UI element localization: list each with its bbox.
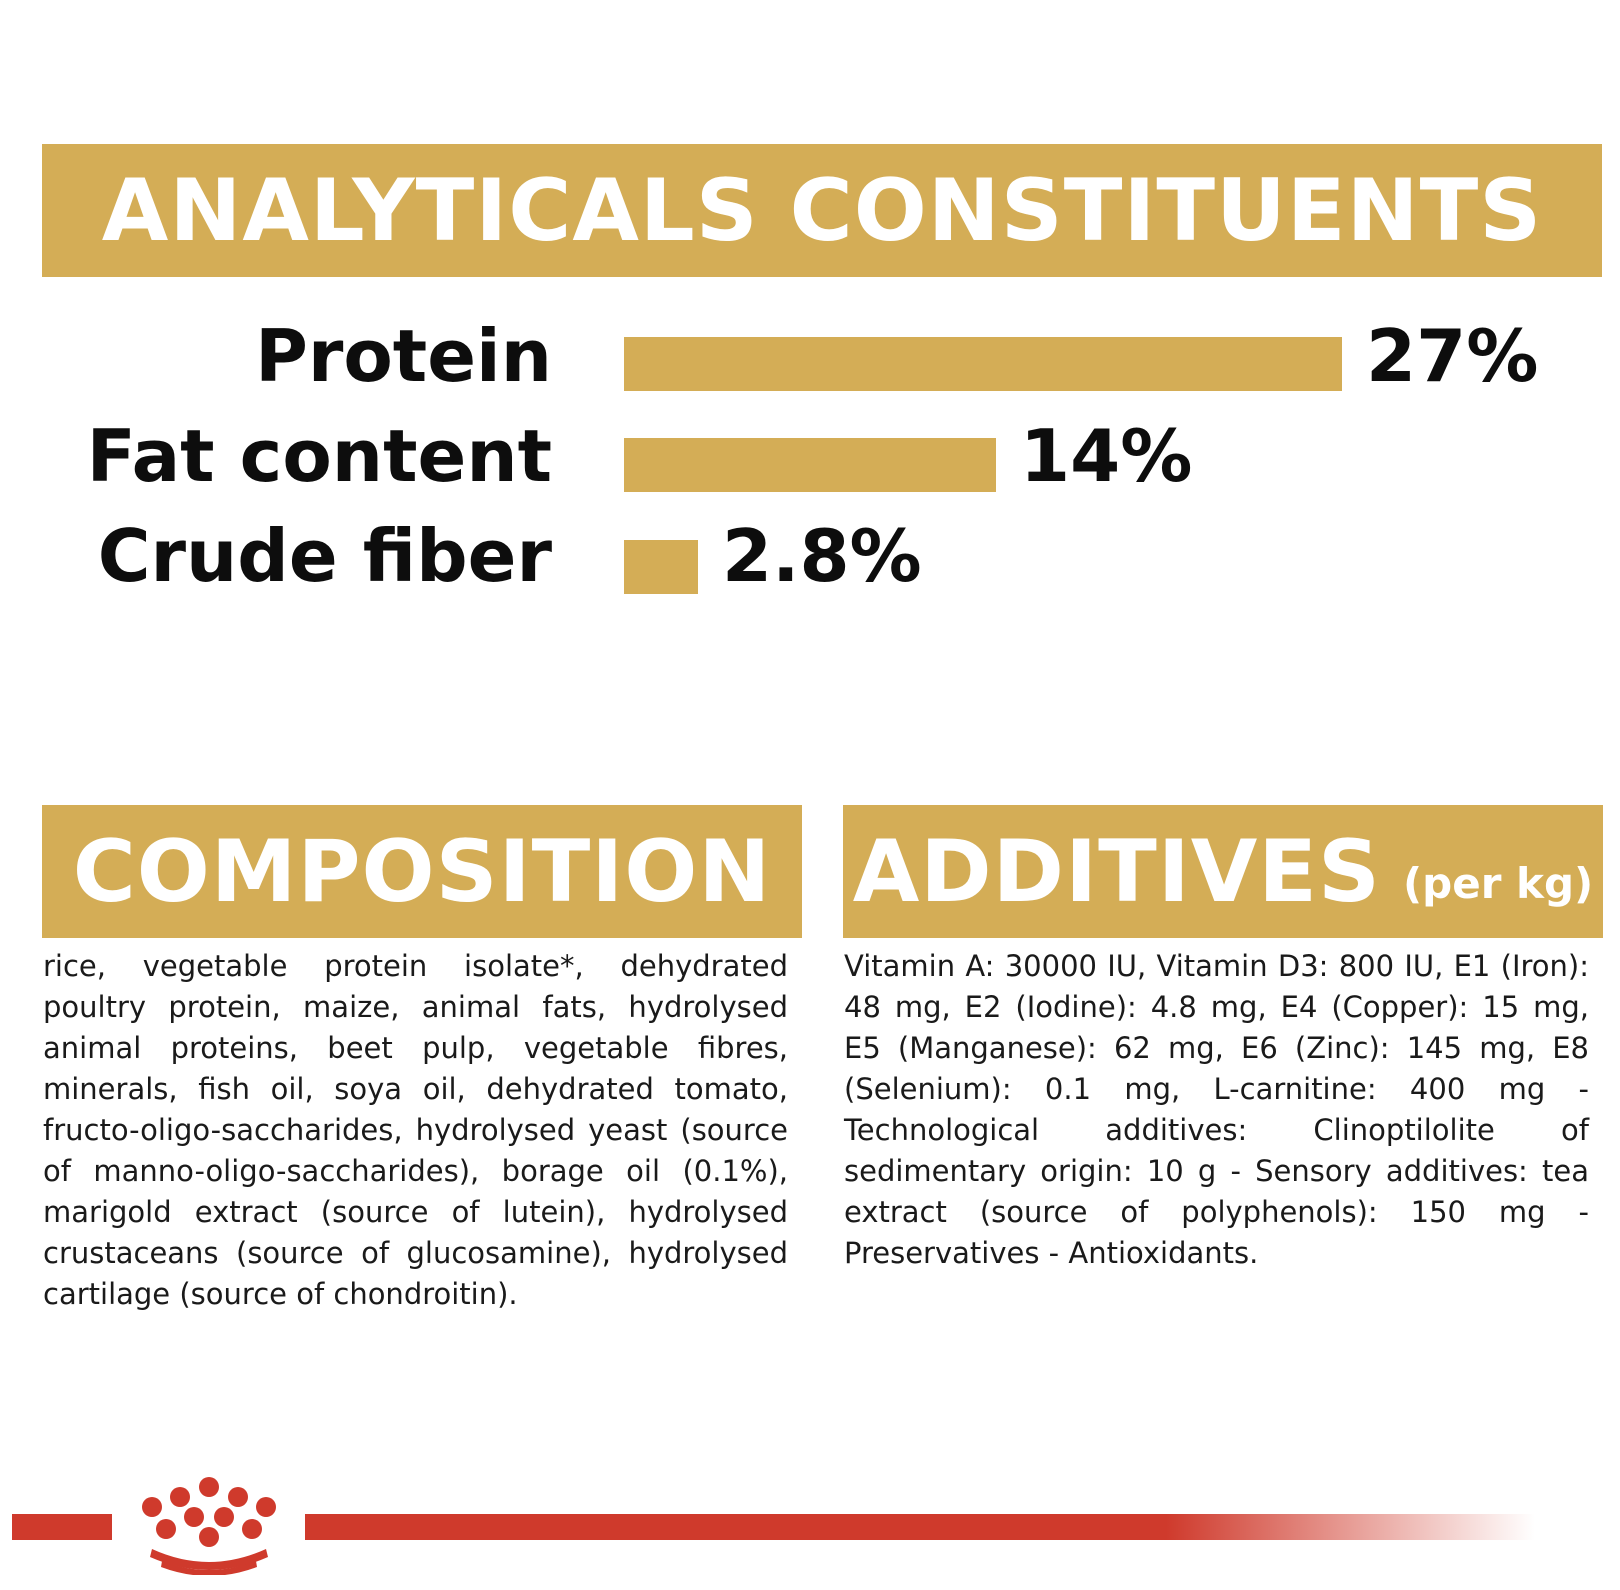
protein-label: Protein [255,314,552,398]
protein-bar [624,337,1342,391]
footer-red-line-left [12,1514,112,1540]
crude-fiber-value: 2.8% [722,514,922,598]
composition-title: COMPOSITION [72,821,772,922]
crude-fiber-label: Crude fiber [97,514,552,598]
crude-fiber-bar [624,540,698,594]
fat-content-bar [624,438,996,492]
fat-content-value: 14% [1020,414,1193,498]
footer-red-line-right [305,1514,1535,1540]
additives-banner: ADDITIVES (per kg) [843,805,1603,938]
analytics-banner: ANALYTICALS CONSTITUENTS [42,144,1602,277]
additives-title: ADDITIVES [852,821,1381,922]
royal-canin-crown-icon [142,1477,276,1575]
composition-text: rice, vegetable protein isolate*, dehydr… [43,949,788,1311]
analytics-title: ANALYTICALS CONSTITUENTS [101,160,1543,261]
composition-banner: COMPOSITION [42,805,802,938]
additives-text: Vitamin A: 30000 IU, Vitamin D3: 800 IU,… [844,949,1589,1270]
additives-subtitle: (per kg) [1402,859,1594,908]
fat-content-label: Fat content [86,414,552,498]
protein-value: 27% [1366,314,1539,398]
